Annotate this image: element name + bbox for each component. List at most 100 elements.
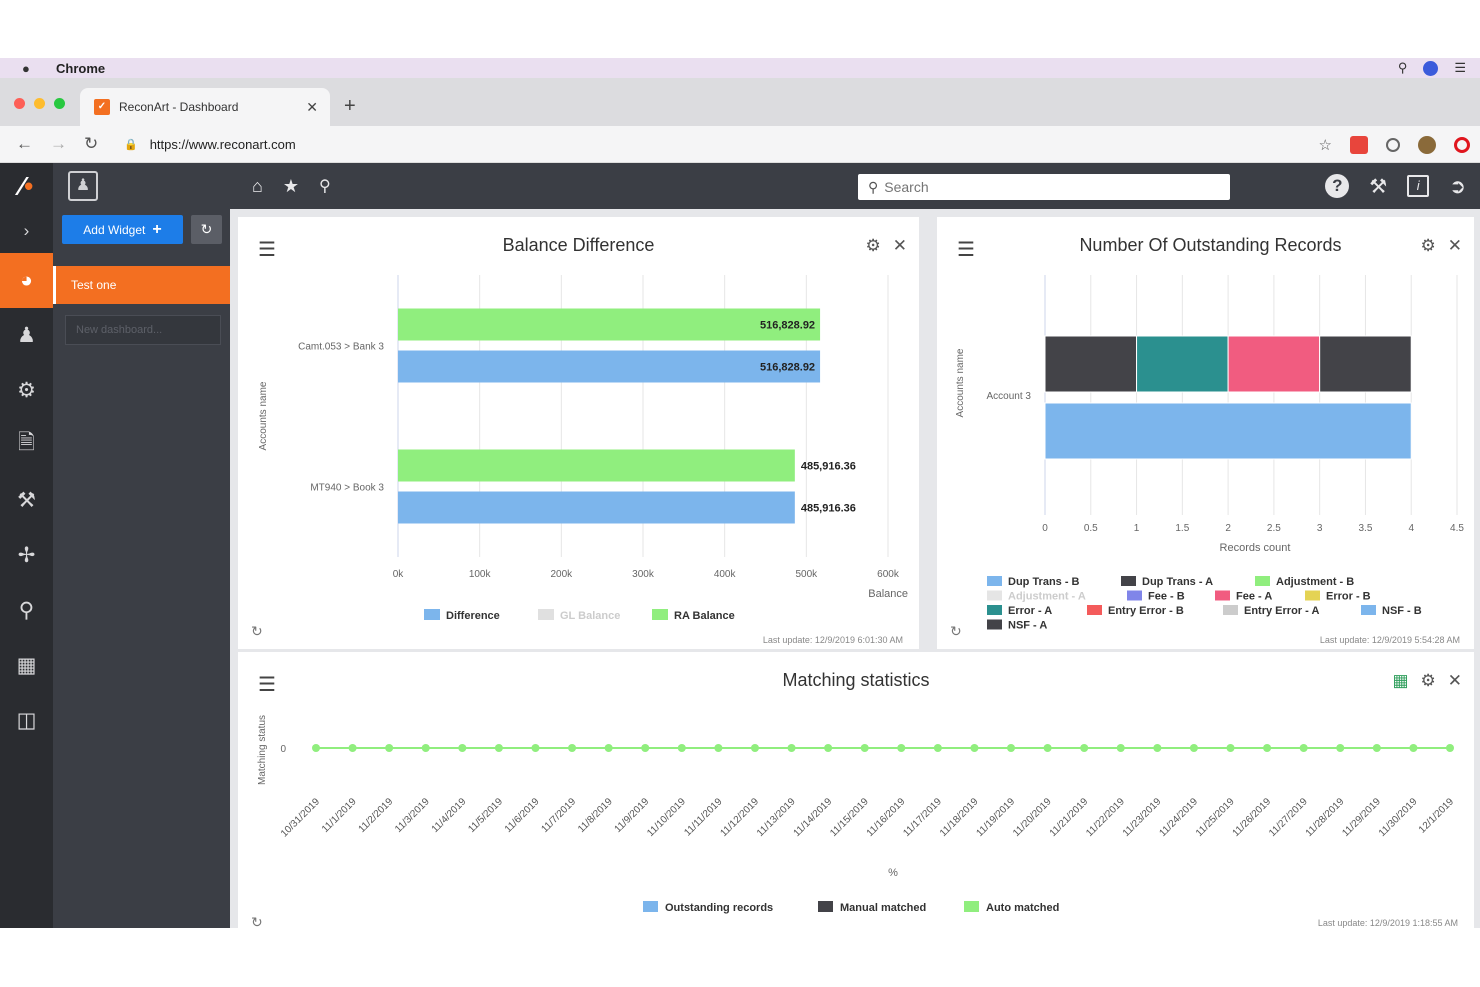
widget-tools: ⚙ ✕ [866,236,908,256]
help-icon[interactable]: ? [1325,174,1350,198]
x-tick-label: 11/12/2019 [718,796,761,839]
data-point [1116,744,1125,752]
control-center-icon[interactable]: ☰ [1454,60,1466,75]
plus-icon: + [152,220,162,238]
x-tick-label: 11/23/2019 [1121,796,1164,839]
widget-menu-icon[interactable]: ☰ [957,239,975,261]
siri-icon[interactable] [1423,60,1439,76]
x-tick-label: 0.5 [1084,523,1098,534]
left-icon-rail: › ◕ ♟ ⚙ 🗎 ⚒ ✢ ⚲ ▦ ◫ [0,209,53,928]
legend-label: Adjustment - B [1276,576,1354,588]
global-search[interactable]: ⚲ [858,174,1230,200]
x-tick-label: 12/1/2019 [1417,796,1457,836]
forward-icon[interactable]: → [50,134,67,153]
widget-close-icon[interactable]: ✕ [1447,236,1462,255]
browser-tab[interactable]: ✓ ReconArt - Dashboard ✕ [80,88,330,126]
x-tick-label: 11/6/2019 [503,796,542,835]
legend-label: Error - B [1326,591,1371,603]
data-point [348,744,357,752]
legend-swatch [987,576,1002,586]
close-tab-icon[interactable]: ✕ [306,99,318,115]
info-book-icon[interactable]: i [1407,175,1430,197]
user-profile-icon[interactable]: ♟ [68,171,98,201]
data-point [385,744,394,752]
stacked-segment [1136,335,1229,393]
documents-icon[interactable]: 🗎 [18,431,35,454]
header-right-icons: ? ⚒ i ➲ [1325,163,1466,209]
data-point [970,744,979,752]
menubar-status: ⚲ ☰ [1398,58,1466,78]
lock-icon[interactable]: 🔒 [124,138,138,151]
spotlight-icon[interactable]: ⚲ [1397,60,1408,75]
widget-settings-gear-icon[interactable]: ⚙ [865,236,881,255]
widget-settings-gear-icon[interactable]: ⚙ [1420,236,1436,255]
legend-swatch [1087,605,1102,615]
x-tick-label: 11/8/2019 [576,796,615,835]
extension-circle-icon[interactable] [1386,137,1400,152]
close-window-button[interactable] [14,98,25,109]
admin-tools-icon[interactable]: ⚒ [17,489,36,512]
add-widget-button[interactable]: Add Widget + [62,215,183,244]
extension-red-icon[interactable] [1350,135,1368,154]
new-tab-button[interactable]: + [344,95,356,117]
widget-settings-gear-icon[interactable]: ⚙ [1420,671,1436,690]
widget-close-icon[interactable]: ✕ [892,236,907,255]
dashboard-gauge-icon[interactable]: ◕ [0,253,53,308]
widget-reload-icon[interactable]: ↻ [950,623,962,639]
x-tick-label: 11/21/2019 [1048,796,1091,839]
x-tick-label: 11/13/2019 [755,796,798,839]
balance-difference-widget: ☰ Balance Difference ⚙ ✕ 0k 100k 200k 300k 4… [238,217,919,649]
x-tick-label: 11/17/2019 [901,796,944,839]
apple-icon[interactable]: ● [22,60,30,76]
reports-icon[interactable]: ◫ [16,709,37,732]
widget-tools: ▦ ⚙ ✕ [1392,671,1462,691]
logout-icon[interactable]: ➲ [1449,175,1466,198]
x-tick-label: 11/14/2019 [792,796,835,839]
bookmark-star-icon[interactable]: ☆ [1318,136,1332,154]
data-point [787,744,796,752]
data-point [860,744,869,752]
search-input[interactable] [884,179,1205,195]
dashboard-item-test-one[interactable]: Test one [53,266,230,304]
x-tick-label: 11/18/2019 [938,796,981,839]
data-point [933,744,942,752]
address-bar[interactable]: https://www.reconart.com [149,136,296,152]
expand-sidebar-icon[interactable]: › [23,221,30,240]
calendar-icon[interactable]: ▦ [16,654,37,677]
idea-bulb-icon[interactable]: ⚲ [18,599,35,622]
x-tick-label: 3 [1317,523,1323,534]
minimize-window-button[interactable] [34,98,45,109]
favorites-star-icon[interactable]: ★ [282,175,300,196]
widget-close-icon[interactable]: ✕ [1447,671,1462,690]
data-point [714,744,723,752]
opera-icon[interactable] [1454,136,1470,153]
new-dashboard-input[interactable]: New dashboard... [65,315,221,345]
app-name[interactable]: Chrome [56,60,106,76]
settings-gear-icon[interactable]: ⚙ [17,379,36,402]
users-icon[interactable]: ♟ [17,324,36,347]
zoom-window-button[interactable] [54,98,65,109]
mac-menubar: ● Chrome ⚲ ☰ [0,58,1480,78]
widget-reload-icon[interactable]: ↻ [251,914,263,930]
export-excel-icon[interactable]: ▦ [1392,671,1409,690]
refresh-dashboards-button[interactable]: ↻ [191,215,222,244]
widget-reload-icon[interactable]: ↻ [251,623,263,639]
legend-label: Difference [446,610,500,622]
network-icon[interactable]: ✢ [17,544,36,567]
widget-title: Matching statistics [782,670,930,690]
data-point [568,744,577,752]
profile-avatar-icon[interactable] [1418,135,1436,154]
x-tick-label: 100k [469,569,492,580]
widget-menu-icon[interactable]: ☰ [258,674,276,696]
legend-label: Fee - A [1236,591,1272,603]
tools-icon[interactable]: ⚒ [1369,175,1388,198]
back-icon[interactable]: ← [16,134,33,153]
reload-icon[interactable]: ↻ [84,134,99,153]
reconart-logo[interactable]: ⁄• [0,163,53,209]
legend-swatch [1215,590,1230,601]
widget-menu-icon[interactable]: ☰ [258,239,276,261]
home-icon[interactable]: ⌂ [252,175,263,196]
bar-ra-balance [398,308,821,341]
search-icon[interactable]: ⚲ [319,178,331,195]
data-point [604,744,613,752]
